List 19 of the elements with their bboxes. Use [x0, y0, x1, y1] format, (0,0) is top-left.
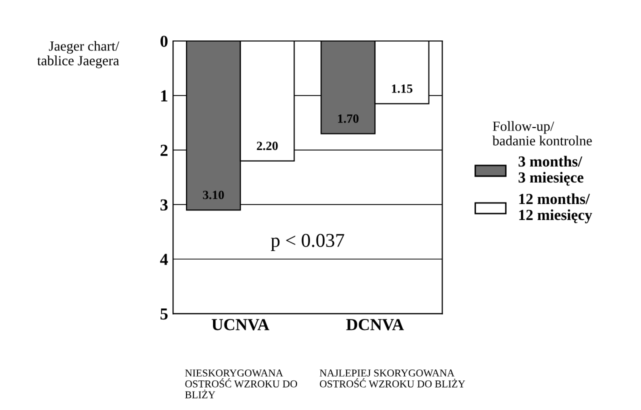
legend-label: 12 months/ 12 miesięcy: [519, 193, 592, 224]
x-tick-label: UCNVA: [212, 319, 270, 330]
y-axis-title: Jaeger chart/ tablice Jaegera: [37, 41, 120, 68]
data-label: 2.20: [256, 142, 278, 150]
data-label: 1.70: [338, 114, 359, 123]
legend-label: 3 months/ 3 miesięce: [518, 156, 584, 186]
x-tick-label: DCNVA: [346, 319, 404, 330]
y-tick-label: 4: [160, 254, 168, 265]
annotation: p < 0.037: [270, 234, 344, 251]
y-tick-label: 5: [160, 308, 168, 320]
y-tick-label: 1: [161, 90, 168, 102]
data-label: 1.15: [392, 84, 412, 93]
y-tick-label: 3: [160, 199, 168, 211]
y-tick-label: 0: [160, 36, 168, 47]
text: NAJLEPIEJ SKORYGOWANA OSTROŚĆ WZROKU DO BLIŻY: [320, 370, 466, 388]
legend-title: Follow-up/ badanie kontrolne: [492, 121, 592, 146]
text: NIESKORYGOWANA OSTROŚĆ WZROKU DO BLIŻY: [185, 370, 298, 398]
y-tick-label: 2: [160, 144, 168, 156]
data-label: 3.10: [202, 190, 224, 200]
